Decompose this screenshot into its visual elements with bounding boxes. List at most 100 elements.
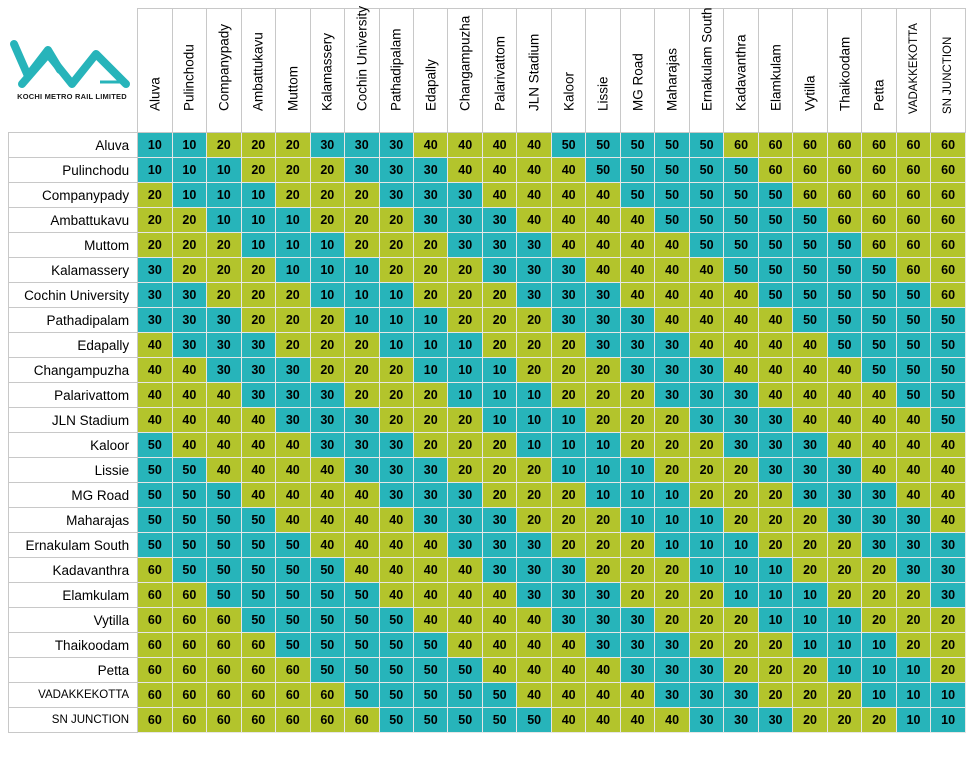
- fare-cell: 50: [309, 632, 346, 658]
- fare-cell: 40: [240, 432, 277, 458]
- fare-cell: 40: [861, 407, 897, 433]
- fare-cell: 20: [654, 557, 690, 583]
- fare-cell: 40: [930, 507, 966, 533]
- fare-cell: 10: [344, 282, 380, 308]
- fare-cell: 20: [861, 582, 897, 608]
- fare-cell: 50: [171, 457, 208, 483]
- fare-cell: 10: [895, 682, 932, 708]
- column-header-label: Maharajas: [664, 47, 680, 111]
- fare-cell: 60: [137, 682, 173, 708]
- fare-cell: 30: [137, 307, 173, 333]
- fare-cell: 50: [481, 707, 518, 733]
- fare-cell: 60: [861, 207, 897, 233]
- fare-cell: 50: [378, 632, 414, 658]
- fare-cell: 60: [792, 157, 828, 183]
- fare-cell: 20: [826, 532, 863, 558]
- row-header: Cochin University: [7, 282, 139, 308]
- table-row: Maharajas 50 50 50 50 40 40 40 40 30 30 30 20 20 20 10 1…: [7, 507, 966, 533]
- fare-cell: 30: [688, 707, 725, 733]
- fare-cell: 20: [723, 607, 759, 633]
- fare-cell: 20: [344, 207, 380, 233]
- fare-cell: 20: [895, 582, 932, 608]
- fare-cell: 10: [757, 607, 794, 633]
- fare-cell: 20: [826, 557, 863, 583]
- fare-cell: 20: [619, 582, 656, 608]
- fare-cell: 60: [275, 657, 311, 683]
- fare-cell: 50: [275, 582, 311, 608]
- fare-cell: 40: [688, 307, 725, 333]
- fare-cell: 30: [378, 482, 414, 508]
- fare-cell: 40: [137, 407, 173, 433]
- fare-cell: 50: [930, 357, 966, 383]
- fare-cell: 30: [240, 357, 277, 383]
- fare-cell: 40: [585, 657, 621, 683]
- fare-cell: 50: [757, 207, 794, 233]
- fare-cell: 20: [757, 632, 794, 658]
- fare-cell: 60: [792, 182, 828, 208]
- row-header: Thaikoodam: [7, 632, 139, 658]
- fare-cell: 50: [826, 282, 863, 308]
- fare-cell: 40: [447, 607, 483, 633]
- fare-cell: 20: [826, 682, 863, 708]
- fare-cell: 50: [171, 482, 208, 508]
- fare-cell: 20: [137, 232, 173, 258]
- fare-cell: 20: [757, 507, 794, 533]
- table-row: Edapally 40 30 30 30 20 20 20 10 10 10 20 20 20 30 30 30…: [7, 332, 966, 358]
- fare-cell: 30: [550, 582, 587, 608]
- fare-cell: 20: [206, 232, 242, 258]
- fare-cell: 20: [275, 332, 311, 358]
- fare-cell: 10: [412, 307, 449, 333]
- fare-cell: 30: [861, 482, 897, 508]
- fare-cell: 50: [688, 132, 725, 158]
- fare-cell: 20: [378, 257, 414, 283]
- fare-cell: 30: [447, 232, 483, 258]
- row-header: VADAKKEKOTTA: [7, 682, 139, 708]
- fare-cell: 40: [654, 232, 690, 258]
- table-row: Palarivattom 40 40 40 30 30 30 20 20 20 10 10 10 20 20…: [7, 382, 966, 408]
- column-header-label: Muttom: [285, 65, 301, 111]
- column-header-label: Kadavanthra: [733, 34, 749, 111]
- fare-cell: 50: [344, 607, 380, 633]
- fare-cell: 50: [206, 532, 242, 558]
- fare-cell: 20: [585, 507, 621, 533]
- fare-cell: 40: [861, 457, 897, 483]
- fare-cell: 30: [619, 607, 656, 633]
- fare-cell: 10: [378, 282, 414, 308]
- fare-cell: 20: [206, 257, 242, 283]
- fare-cell: 40: [826, 382, 863, 408]
- fare-cell: 30: [930, 557, 966, 583]
- column-header: Vytilla: [792, 8, 828, 133]
- fare-cell: 60: [206, 707, 242, 733]
- fare-cell: 20: [275, 132, 311, 158]
- fare-cell: 20: [206, 132, 242, 158]
- fare-cell: 60: [895, 132, 932, 158]
- column-header: Petta: [861, 8, 897, 133]
- fare-cell: 10: [723, 557, 759, 583]
- fare-cell: 10: [206, 157, 242, 183]
- column-header-label: SN JUNCTION: [942, 36, 955, 114]
- fare-cell: 40: [895, 482, 932, 508]
- fare-cell: 30: [171, 282, 208, 308]
- fare-cell: 40: [619, 207, 656, 233]
- fare-cell: 20: [309, 357, 346, 383]
- fare-cell: 30: [275, 382, 311, 408]
- fare-cell: 60: [757, 132, 794, 158]
- fare-cell: 20: [378, 207, 414, 233]
- row-header: Palarivattom: [7, 382, 139, 408]
- fare-cell: 60: [137, 557, 173, 583]
- fare-cell: 50: [171, 507, 208, 533]
- row-header: Maharajas: [7, 507, 139, 533]
- column-header-label: Companypady: [216, 23, 232, 111]
- fare-cell: 40: [688, 332, 725, 358]
- row-header: Pathadipalam: [7, 307, 139, 333]
- fare-cell: 40: [654, 257, 690, 283]
- fare-cell: 40: [826, 357, 863, 383]
- fare-cell: 50: [895, 282, 932, 308]
- fare-cell: 10: [240, 182, 277, 208]
- fare-cell: 30: [206, 332, 242, 358]
- fare-cell: 20: [723, 457, 759, 483]
- column-header-label: Cochin University: [354, 5, 370, 111]
- fare-cell: 10: [688, 532, 725, 558]
- fare-cell: 50: [723, 182, 759, 208]
- column-header: Companypady: [206, 8, 242, 133]
